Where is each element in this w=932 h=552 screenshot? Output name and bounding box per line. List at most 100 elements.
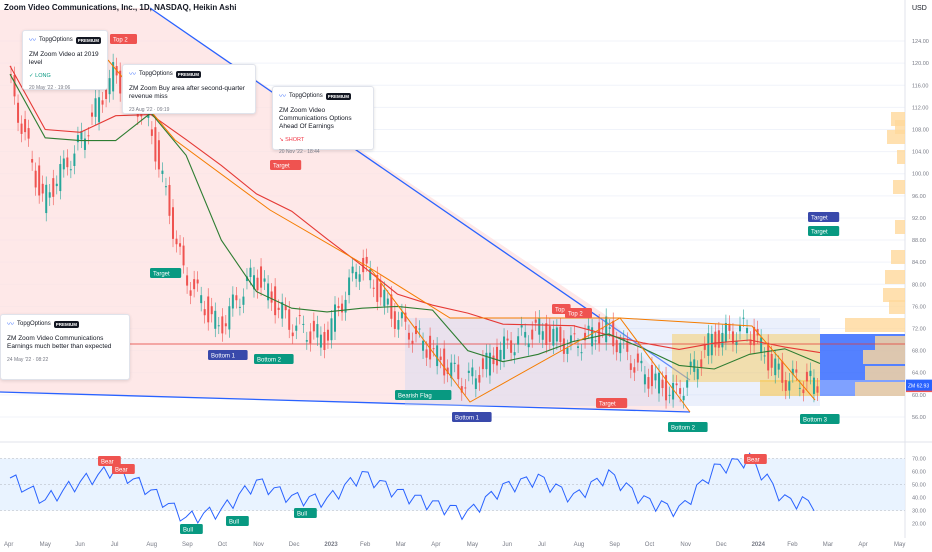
candle [38,165,41,196]
price-tick-label: 112.00 [912,105,928,111]
rsi-bull-label-2: Bull [226,516,249,526]
idea-card-1[interactable]: 〰 TopgOptions PREMIUM ZM Zoom Video at 201… [22,30,108,91]
rsi-bull-label-bg [180,524,203,534]
candle [397,320,400,330]
time-tick-label: Aug [146,542,157,548]
candle [10,74,12,76]
idea-date: 20 May '22 · 19:06 [29,85,71,91]
candle [80,131,83,140]
candle [422,340,425,351]
idea-card-3[interactable]: 〰 TopgOptions PREMIUM ZM Zoom Video Commun… [272,86,374,155]
moving-average-green [9,73,821,370]
candle [496,346,498,366]
candle [534,319,537,323]
label-target-bg [270,160,302,170]
price-tick-label: 56.00 [912,415,926,421]
label-bottom1-b-bg [452,412,492,422]
candle [622,338,625,341]
label-bearish-flag-bg [395,390,452,400]
candle [263,278,266,282]
candle [538,318,541,335]
label-bottom2-text: Bottom 2 [257,358,282,364]
candle [460,386,463,393]
candle [45,184,48,214]
label-bottom2: Bottom 2 [254,354,294,364]
candle [404,312,407,322]
candle [619,342,622,354]
idea-signal: ✓ LONG [29,73,51,79]
candle [714,331,717,348]
label-top2: Top 2 [110,34,137,44]
candle [594,340,597,342]
candle [643,374,646,385]
volume-profile-bar [895,220,905,234]
volume-profile-bar [855,382,905,396]
idea-title: ZM Zoom Video at 2019 level [29,51,99,66]
rsi-bear-label-2-text: Bear [115,468,128,474]
time-tick-label: Feb [360,542,371,548]
candle [584,332,587,341]
candle [52,178,55,197]
idea-card-4[interactable]: 〰 TopgOptions PREMIUM ZM Zoom Video Commun… [0,314,130,380]
trend-icon: 〰 [129,71,136,78]
candle [492,355,495,365]
label-bottom1-bg [208,350,248,360]
candle [316,324,319,338]
label-top2-b: Top 2 [565,308,592,318]
candle [55,183,58,187]
volume-profile-bar [889,300,905,314]
candle [478,374,481,383]
idea-author: TopgOptions [139,71,173,77]
candle [608,327,611,329]
candle [777,363,780,370]
candle [238,306,241,308]
candle [203,309,206,316]
time-tick-label: May [894,542,905,548]
candle [485,352,488,370]
rsi-bear-label-3-bg [744,454,767,464]
candle [200,295,203,304]
candle [746,327,749,334]
premium-badge: PREMIUM [175,70,201,78]
rsi-bear-label-bg [98,456,121,466]
candle [348,277,351,296]
price-tick-label: 96.00 [912,194,926,200]
candle [788,381,791,391]
volume-profile-bar [845,318,905,332]
candle [277,307,280,310]
time-tick-label: Nov [253,542,264,548]
candle [411,340,414,345]
candle [446,367,449,374]
candle [626,340,629,352]
candle [376,274,379,302]
candle [548,326,551,342]
candle [87,135,90,137]
candle [700,359,703,368]
candle [559,326,562,343]
idea-author: TopgOptions [17,321,51,327]
label-top-text: Top [555,308,565,314]
premium-badge: PREMIUM [53,320,79,328]
moving-average-red [9,65,821,354]
volume-profile-bar [885,270,905,284]
candle [798,387,801,389]
candle [682,395,685,401]
premium-badge: PREMIUM [325,92,351,100]
candle [724,322,727,342]
volume-profile-bar [863,350,905,364]
rsi-tick-label: 20.00 [912,522,926,528]
candle [186,275,189,286]
candle [717,330,720,348]
rsi-bull-label-3-text: Bull [297,512,307,518]
rsi-tick-label: 40.00 [912,496,926,502]
candle [471,367,474,377]
candle [784,380,787,391]
idea-author: TopgOptions [39,37,73,43]
candle [94,98,97,117]
price-tick-label: 88.00 [912,238,926,244]
idea-card-2[interactable]: 〰 TopgOptions PREMIUM ZM Zoom Buy area aft… [122,64,256,114]
candle [580,352,583,354]
candle [323,332,326,350]
candle [432,348,435,350]
candle [647,377,650,389]
